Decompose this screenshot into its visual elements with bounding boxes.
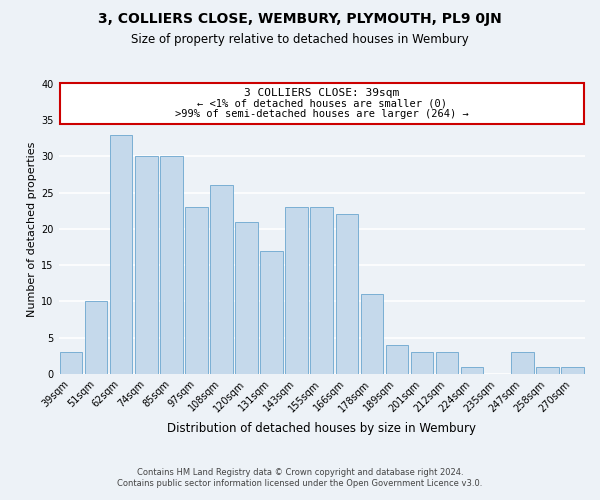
FancyBboxPatch shape <box>60 82 584 124</box>
Bar <box>310 207 333 374</box>
Bar <box>386 345 408 374</box>
Bar <box>110 134 133 374</box>
Bar <box>85 302 107 374</box>
Bar <box>561 366 584 374</box>
Bar <box>235 222 258 374</box>
Text: Contains HM Land Registry data © Crown copyright and database right 2024.
Contai: Contains HM Land Registry data © Crown c… <box>118 468 482 487</box>
Bar <box>135 156 158 374</box>
Text: >99% of semi-detached houses are larger (264) →: >99% of semi-detached houses are larger … <box>175 108 469 118</box>
Bar <box>536 366 559 374</box>
Y-axis label: Number of detached properties: Number of detached properties <box>27 142 37 316</box>
Bar <box>361 294 383 374</box>
Bar <box>160 156 182 374</box>
Bar <box>511 352 533 374</box>
Bar <box>60 352 82 374</box>
X-axis label: Distribution of detached houses by size in Wembury: Distribution of detached houses by size … <box>167 422 476 435</box>
Bar <box>411 352 433 374</box>
Bar <box>185 207 208 374</box>
Bar <box>260 250 283 374</box>
Bar <box>335 214 358 374</box>
Text: 3 COLLIERS CLOSE: 39sqm: 3 COLLIERS CLOSE: 39sqm <box>244 88 400 98</box>
Text: ← <1% of detached houses are smaller (0): ← <1% of detached houses are smaller (0) <box>197 98 447 108</box>
Bar <box>461 366 484 374</box>
Text: Size of property relative to detached houses in Wembury: Size of property relative to detached ho… <box>131 32 469 46</box>
Bar <box>210 186 233 374</box>
Bar <box>286 207 308 374</box>
Text: 3, COLLIERS CLOSE, WEMBURY, PLYMOUTH, PL9 0JN: 3, COLLIERS CLOSE, WEMBURY, PLYMOUTH, PL… <box>98 12 502 26</box>
Bar <box>436 352 458 374</box>
